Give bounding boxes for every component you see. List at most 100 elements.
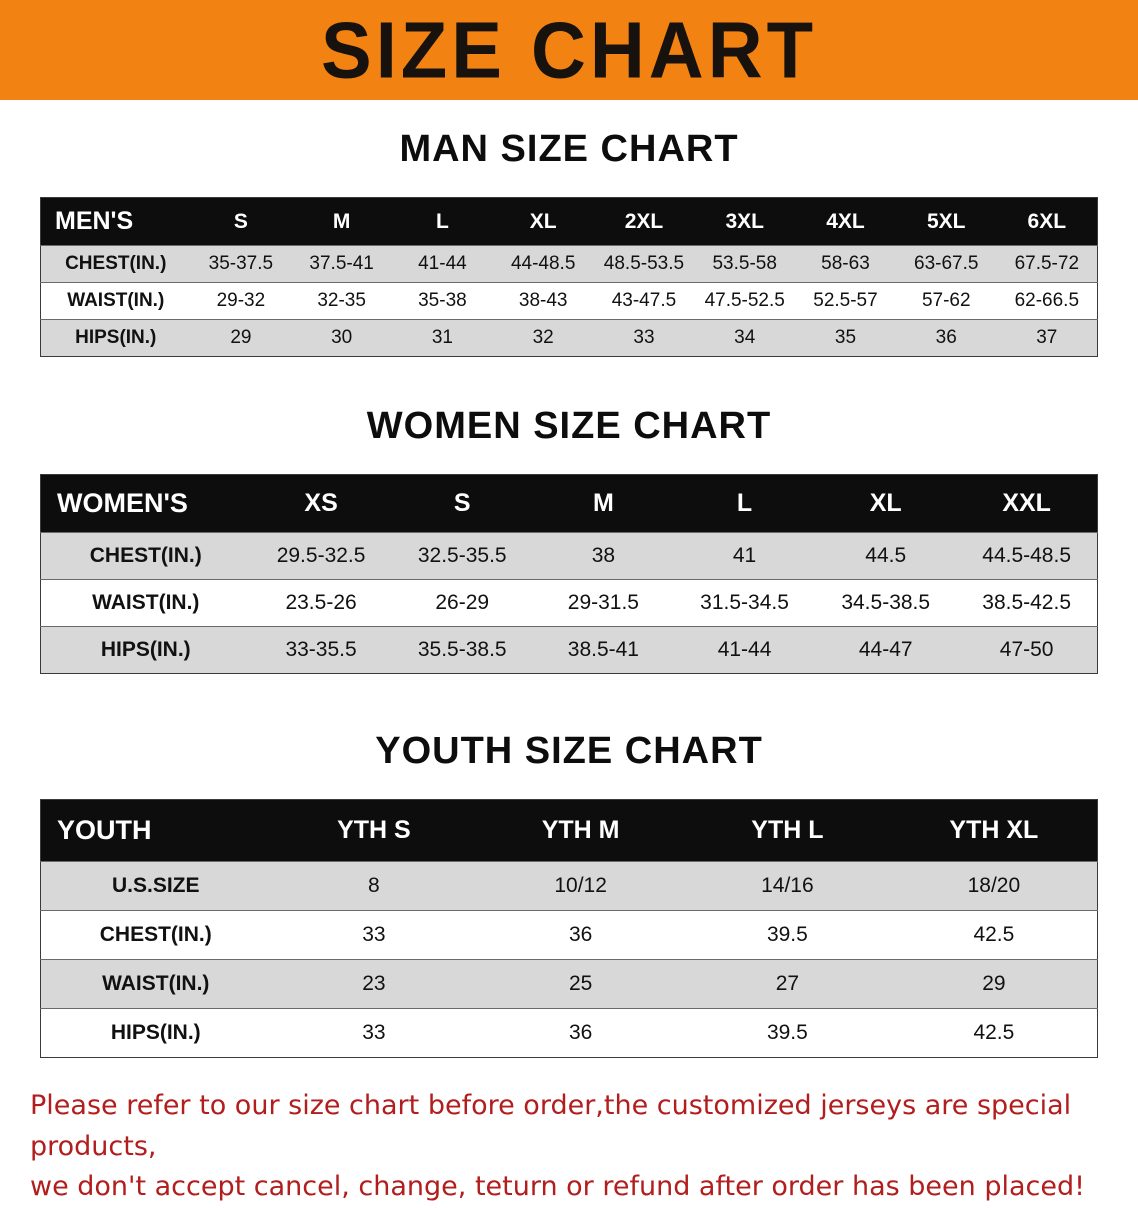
cell: 32-35: [291, 282, 393, 320]
youth-chest-row: CHEST(IN.) 33 36 39.5 42.5: [40, 910, 1098, 960]
cell: 31: [392, 319, 493, 357]
cell: 35-38: [392, 282, 493, 320]
cell: 18/20: [890, 861, 1098, 911]
youth-size-header: YTH XL: [890, 799, 1098, 862]
cell: 48.5-53.5: [593, 245, 695, 283]
cell: 29: [190, 319, 292, 357]
men-section-heading: MAN SIZE CHART: [399, 128, 739, 170]
row-label: HIPS(IN.): [40, 319, 191, 357]
cell: 44.5: [815, 532, 957, 580]
cell: 57-62: [895, 282, 997, 320]
men-waist-row: WAIST(IN.) 29-32 32-35 35-38 38-43 43-47…: [40, 282, 1098, 320]
women-size-table: WOMEN'S XS S M L XL XXL CHEST(IN.) 29.5-…: [40, 474, 1098, 674]
women-header-row: WOMEN'S XS S M L XL XXL: [40, 474, 1098, 533]
men-size-header: XL: [492, 197, 594, 246]
cell: 34: [694, 319, 796, 357]
women-size-header: M: [532, 474, 674, 533]
men-table-title: MEN'S: [40, 197, 191, 246]
cell: 47.5-52.5: [694, 282, 796, 320]
cell: 29-31.5: [532, 579, 674, 627]
cell: 29.5-32.5: [250, 532, 392, 580]
youth-size-header: YTH L: [684, 799, 891, 862]
youth-header-row: YOUTH YTH S YTH M YTH L YTH XL: [40, 799, 1098, 862]
row-label: CHEST(IN.): [40, 910, 271, 960]
cell: 35: [795, 319, 896, 357]
cell: 38.5-41: [532, 626, 674, 674]
cell: 42.5: [890, 1008, 1098, 1058]
cell: 67.5-72: [996, 245, 1098, 283]
cell: 26-29: [391, 579, 533, 627]
women-size-header: XXL: [956, 474, 1098, 533]
cell: 33: [593, 319, 695, 357]
cell: 33: [270, 910, 478, 960]
row-label: WAIST(IN.): [40, 959, 271, 1009]
cell: 8: [270, 861, 478, 911]
men-hips-row: HIPS(IN.) 29 30 31 32 33 34 35 36 37: [40, 319, 1098, 357]
cell: 42.5: [890, 910, 1098, 960]
cell: 25: [477, 959, 684, 1009]
women-size-header: XL: [815, 474, 957, 533]
youth-ussize-row: U.S.SIZE 8 10/12 14/16 18/20: [40, 861, 1098, 911]
youth-size-header: YTH M: [477, 799, 684, 862]
youth-waist-row: WAIST(IN.) 23 25 27 29: [40, 959, 1098, 1009]
cell: 34.5-38.5: [815, 579, 957, 627]
cell: 32: [492, 319, 594, 357]
order-policy-note: Please refer to our size chart before or…: [30, 1086, 1108, 1208]
cell: 62-66.5: [996, 282, 1098, 320]
cell: 39.5: [684, 1008, 891, 1058]
row-label: HIPS(IN.): [40, 1008, 271, 1058]
women-section-heading: WOMEN SIZE CHART: [366, 405, 772, 447]
row-label: U.S.SIZE: [40, 861, 271, 911]
cell: 30: [291, 319, 393, 357]
cell: 36: [895, 319, 997, 357]
cell: 14/16: [684, 861, 891, 911]
cell: 41: [673, 532, 816, 580]
youth-section-heading: YOUTH SIZE CHART: [375, 730, 763, 772]
cell: 37.5-41: [291, 245, 393, 283]
cell: 31.5-34.5: [673, 579, 816, 627]
cell: 44.5-48.5: [956, 532, 1098, 580]
men-size-header: 6XL: [996, 197, 1098, 246]
cell: 23: [270, 959, 478, 1009]
youth-size-header: YTH S: [270, 799, 478, 862]
cell: 38: [532, 532, 674, 580]
cell: 38.5-42.5: [956, 579, 1098, 627]
cell: 38-43: [492, 282, 594, 320]
cell: 52.5-57: [795, 282, 896, 320]
women-waist-row: WAIST(IN.) 23.5-26 26-29 29-31.5 31.5-34…: [40, 579, 1098, 627]
cell: 53.5-58: [694, 245, 796, 283]
cell: 32.5-35.5: [391, 532, 533, 580]
women-hips-row: HIPS(IN.) 33-35.5 35.5-38.5 38.5-41 41-4…: [40, 626, 1098, 674]
cell: 44-47: [815, 626, 957, 674]
youth-hips-row: HIPS(IN.) 33 36 39.5 42.5: [40, 1008, 1098, 1058]
men-size-header: L: [392, 197, 493, 246]
row-label: WAIST(IN.): [40, 579, 251, 627]
cell: 43-47.5: [593, 282, 695, 320]
cell: 36: [477, 910, 684, 960]
cell: 29-32: [190, 282, 292, 320]
row-label: HIPS(IN.): [40, 626, 251, 674]
youth-size-table: YOUTH YTH S YTH M YTH L YTH XL U.S.SIZE …: [40, 799, 1098, 1058]
cell: 37: [996, 319, 1098, 357]
men-chest-row: CHEST(IN.) 35-37.5 37.5-41 41-44 44-48.5…: [40, 245, 1098, 283]
men-size-table: MEN'S S M L XL 2XL 3XL 4XL 5XL 6XL CHEST…: [40, 197, 1098, 357]
men-size-header: M: [291, 197, 393, 246]
men-size-header: S: [190, 197, 292, 246]
cell: 27: [684, 959, 891, 1009]
cell: 36: [477, 1008, 684, 1058]
cell: 33-35.5: [250, 626, 392, 674]
cell: 47-50: [956, 626, 1098, 674]
cell: 35-37.5: [190, 245, 292, 283]
cell: 23.5-26: [250, 579, 392, 627]
cell: 41-44: [673, 626, 816, 674]
women-size-header: S: [391, 474, 533, 533]
men-size-header: 5XL: [895, 197, 997, 246]
men-header-row: MEN'S S M L XL 2XL 3XL 4XL 5XL 6XL: [40, 197, 1098, 246]
cell: 35.5-38.5: [391, 626, 533, 674]
women-size-header: L: [673, 474, 816, 533]
row-label: WAIST(IN.): [40, 282, 191, 320]
cell: 29: [890, 959, 1098, 1009]
youth-table-title: YOUTH: [40, 799, 271, 862]
cell: 41-44: [392, 245, 493, 283]
cell: 63-67.5: [895, 245, 997, 283]
